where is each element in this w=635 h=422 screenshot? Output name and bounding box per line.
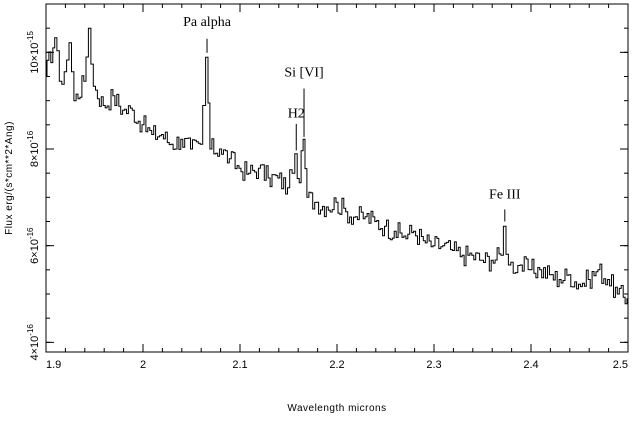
annotation-label: Fe III [489, 187, 521, 202]
x-tick-label: 1.9 [46, 359, 61, 371]
y-axis-title: Flux erg/(s*cm**2*Ang) [4, 121, 15, 235]
x-axis-title: Wavelength microns [287, 403, 386, 414]
line-annotations: Pa alpha H2 Si [VI] Fe III [183, 15, 521, 222]
y-tick-label: 8×10-16 [26, 130, 41, 167]
x-tick-label: 2 [140, 359, 146, 371]
y-tick-label: 10×10-15 [26, 31, 41, 74]
y-tick-label: 4×10-16 [26, 324, 41, 361]
spectrum-line [46, 27, 628, 305]
y-tick-labels: 4×10-16 6×10-16 8×10-16 10×10-15 [26, 31, 41, 361]
annotation-label: Pa alpha [183, 15, 232, 30]
plot-frame [45, 3, 629, 353]
annotation-label: Si [VI] [284, 66, 323, 81]
x-tick-label: 2.3 [426, 359, 441, 371]
annotation-label: H2 [288, 107, 305, 122]
axis-ticks [45, 4, 629, 352]
x-tick-label: 2.5 [613, 359, 628, 371]
y-tick-label: 6×10-16 [26, 227, 41, 264]
x-tick-label: 2.1 [232, 359, 247, 371]
x-tick-label: 2.4 [523, 359, 538, 371]
x-tick-labels: 1.9 2 2.1 2.2 2.3 2.4 2.5 [46, 359, 628, 371]
x-tick-label: 2.2 [329, 359, 344, 371]
